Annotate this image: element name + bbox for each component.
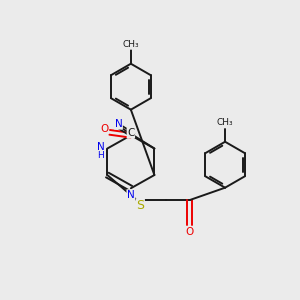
Text: O: O [100, 124, 109, 134]
Text: C: C [127, 128, 134, 138]
Text: N: N [115, 119, 122, 129]
Text: CH₃: CH₃ [122, 40, 139, 49]
Text: N: N [97, 142, 105, 152]
Text: N: N [127, 190, 135, 200]
Text: S: S [136, 199, 144, 212]
Text: H: H [98, 151, 104, 160]
Text: CH₃: CH₃ [217, 118, 233, 127]
Text: O: O [186, 226, 194, 237]
